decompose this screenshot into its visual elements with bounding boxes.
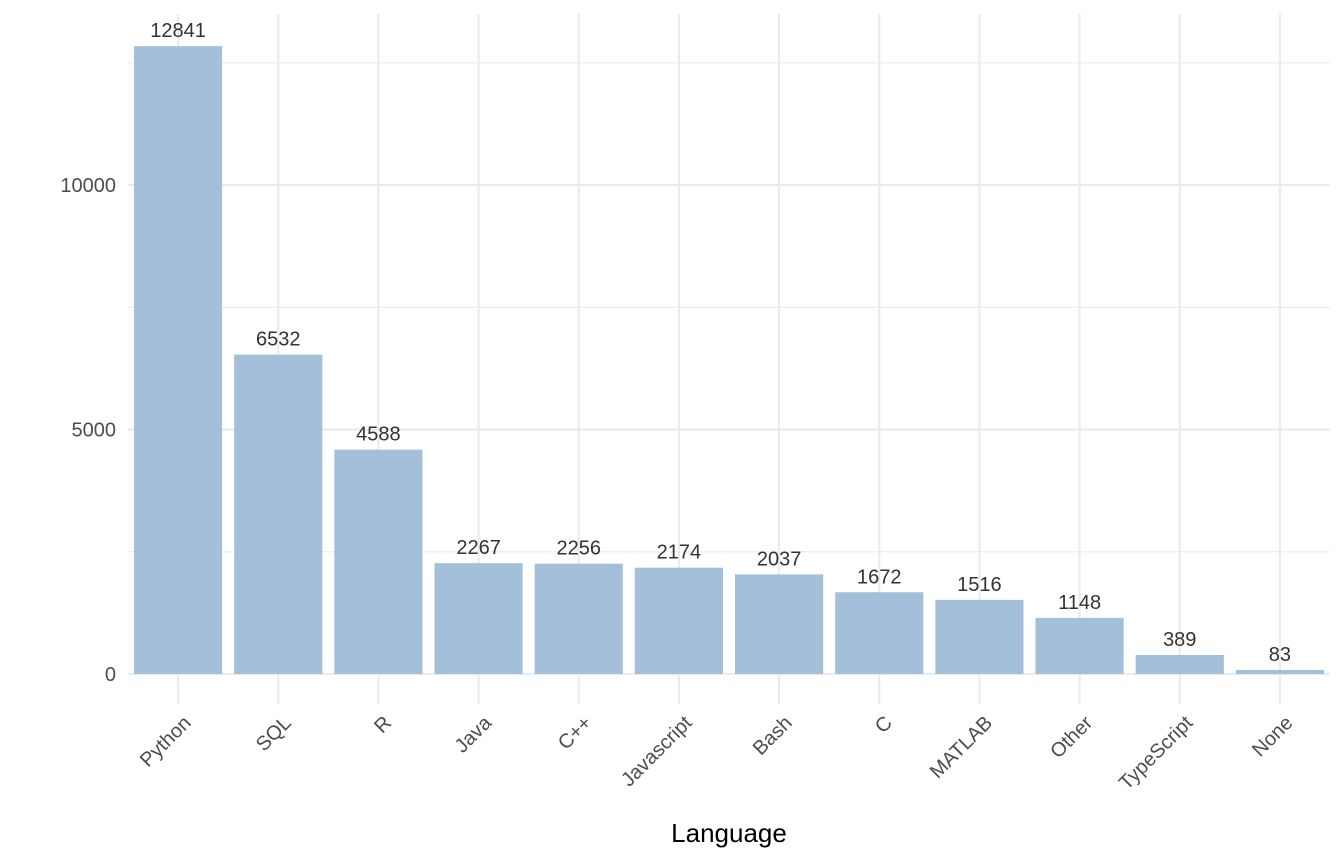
data-label: 12841 xyxy=(150,20,206,42)
data-label: 2256 xyxy=(557,538,602,560)
x-tick-label: Other xyxy=(1046,712,1097,763)
data-labels: 12841 6532 4588 2267 2256 2174 2037 1672 1516 114… xyxy=(150,20,1291,666)
data-label: 389 xyxy=(1163,629,1196,651)
x-tick-label: C xyxy=(871,712,897,738)
bar-bash xyxy=(735,574,824,674)
bar-javascript xyxy=(634,567,723,674)
y-tick-label: 5000 xyxy=(72,420,117,442)
x-tick-label: SQL xyxy=(252,712,296,756)
bar-matlab xyxy=(935,599,1024,674)
data-label: 2267 xyxy=(456,537,501,559)
bars xyxy=(134,46,1324,675)
bar-none xyxy=(1235,669,1324,674)
x-tick-label: R xyxy=(370,712,396,738)
data-label: 2174 xyxy=(657,542,702,564)
y-tick-label: 10000 xyxy=(60,175,116,197)
bar-typescript xyxy=(1135,654,1224,674)
data-label: 2037 xyxy=(757,548,802,570)
bar-other xyxy=(1035,617,1124,674)
x-tick-label: None xyxy=(1248,712,1297,761)
y-tick-label: 0 xyxy=(105,664,116,686)
data-label: 1148 xyxy=(1058,592,1101,614)
x-tick-label: TypeScript xyxy=(1115,712,1198,795)
bar-java xyxy=(434,563,523,674)
x-axis-title: Language xyxy=(671,818,787,848)
data-label: 1672 xyxy=(857,566,902,588)
bar-python xyxy=(134,46,223,675)
x-axis-ticks: Python SQL R Java C++ Javascript Bash C MATLAB Ot… xyxy=(136,711,1297,794)
data-label: 6532 xyxy=(256,329,301,351)
bar-sql xyxy=(234,354,323,674)
x-tick-label: Python xyxy=(136,712,196,772)
data-label: 1516 xyxy=(957,574,1002,596)
data-label: 83 xyxy=(1269,644,1291,666)
y-axis-ticks: 0 5000 10000 xyxy=(60,175,116,686)
x-tick-label: MATLAB xyxy=(926,712,997,783)
data-label: 4588 xyxy=(356,424,401,446)
x-tick-label: C++ xyxy=(554,712,596,754)
bar-c- xyxy=(534,563,623,674)
x-tick-label: Javascript xyxy=(617,712,697,792)
x-tick-label: Java xyxy=(451,711,497,757)
x-tick-label: Bash xyxy=(749,712,797,760)
bar-r xyxy=(334,449,423,674)
bar-c xyxy=(835,592,924,674)
